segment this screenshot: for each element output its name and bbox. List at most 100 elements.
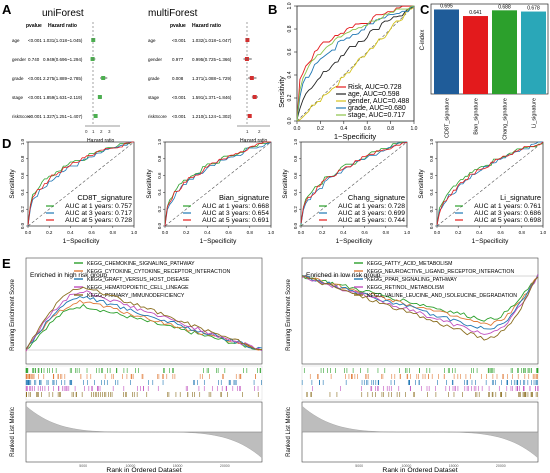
gsea-legend-label: KEGG_CHEMOKINE_SIGNALING_PATHWAY: [87, 261, 195, 267]
gsea-xlabel: Rank in Ordered Dataset: [382, 467, 457, 473]
uniforest-rows: age <0.001 1.031(1.018~1.045)gender 0.740 0.…: [12, 38, 108, 119]
roc-x-tick-label: 0.4: [340, 230, 347, 235]
roc-y-tick-label: 0.8: [293, 155, 298, 162]
gsea-legend-label: KEGG_PRIMARY_IMMUNODEFICIENCY: [87, 293, 185, 299]
roc-x-tick-label: 0.0: [25, 230, 32, 235]
roc-xlabel: 1−Specificity: [200, 238, 237, 245]
roc-x-tick-label: 0.8: [519, 230, 526, 235]
multiforest-xlabel: Hazard ratio: [240, 138, 267, 144]
gsea-legend-label: KEGG_CYTOKINE_CYTOKINE_RECEPTOR_INTERACT…: [87, 269, 231, 275]
roc-legend-label: AUC at 5 years: 0.728: [65, 217, 132, 224]
roc-diagonal: [164, 141, 272, 227]
panel-b-roc-curve: [296, 5, 415, 121]
roc-signature-name: Bian_signature: [219, 193, 269, 202]
roc-legend-label: AUC at 5 years: 0.744: [338, 217, 405, 224]
forest-pvalue: 0.008: [172, 76, 184, 81]
roc-y-tick-label: 0.6: [293, 172, 298, 179]
gsea-legend-label: KEGG_GRAFT_VERSUS_HOST_DISEASE: [87, 277, 190, 283]
uniforest-hr-header: Hazard ratio: [48, 23, 77, 29]
panel-b-roc-curve: [296, 5, 415, 120]
gsea-es-frame: [25, 257, 263, 365]
uniforest-tick-3: 3: [108, 129, 111, 134]
gsea-es-ylabel: Running Enrichment Score: [10, 278, 16, 350]
roc-xlabel: 1−Specificity: [472, 238, 509, 245]
roc-diagonal: [436, 141, 544, 227]
forest-estimate-marker: [93, 114, 98, 118]
panel-b-x-tick-label: 1.0: [411, 126, 418, 132]
roc-curve: [436, 141, 544, 226]
forest-variable-label: riskScore: [12, 114, 31, 119]
panel-b-y-tick-label: 1.0: [287, 2, 293, 9]
roc-y-tick-label: 1.0: [157, 138, 162, 145]
roc-x-tick-label: 0.6: [225, 230, 232, 235]
panel-c-plot-frame: [430, 3, 549, 95]
roc-signature-name: Li_signature: [500, 193, 541, 202]
gsea-low-risk: Running Enrichment Score Enriched in low …: [286, 257, 539, 473]
panel-b-y-tick-label: 0.6: [287, 48, 293, 55]
gsea-legend-label: KEGG_NEUROACTIVE_LIGAND_RECEPTOR_INTERAC…: [367, 269, 514, 275]
roc-ylabel: Sensitivity: [146, 169, 153, 199]
gsea-rank-tick-label: 15000: [449, 464, 459, 468]
forest-pvalue: <0.001: [28, 38, 42, 43]
forest-pvalue: <0.001: [28, 114, 42, 119]
gsea-es-curve: [25, 290, 263, 352]
uniforest-plot: uniForest pvalue Hazard ratio age <0.001 1…: [12, 8, 120, 144]
roc-xlabel: 1−Specificity: [63, 238, 100, 245]
gsea-high-risk: Running Enrichment Score Enriched in high…: [10, 257, 263, 473]
gsea-es-curve: [25, 295, 263, 350]
panel-c-category-label: CD8T_signature: [445, 98, 451, 138]
roc-x-tick-label: 0.6: [88, 230, 95, 235]
roc-y-tick-label: 0.2: [20, 206, 25, 213]
panel-e-letter: E: [2, 256, 11, 271]
gsea-group-label: Enriched in low risk group: [306, 272, 381, 279]
roc-legend-label: AUC at 3 years: 0.654: [202, 210, 269, 217]
panel-c-bar: [463, 16, 488, 94]
gsea-legend-label: KEGG_RETINOL_METABOLISM: [367, 285, 444, 291]
panel-d-roc-grid: Sensitivity 0.0 0.2 0.4 0.6 0.8 1.0 0.0 0.2 0.4 0.…: [9, 138, 547, 245]
roc-y-tick-label: 0.2: [157, 206, 162, 213]
roc-x-tick-label: 0.2: [319, 230, 326, 235]
forest-estimate-marker: [245, 38, 250, 42]
panel-c-bar-value: 0.688: [498, 4, 511, 10]
roc-plot-frame: [300, 141, 408, 227]
gsea-group-label: Enriched in high risk group: [30, 272, 107, 279]
panel-b-xlabel: 1−Specificity: [334, 132, 377, 141]
panel-c: C C-index 0.695 CD8T_signature 0.641 Bian_s…: [420, 2, 549, 140]
gsea-hits-frame: [301, 365, 539, 401]
forest-variable-label: stage: [148, 95, 160, 100]
forest-estimate-marker: [90, 57, 95, 61]
forest-pvalue: 0.740: [28, 57, 40, 62]
panel-b-y-tick-label: 0.8: [287, 25, 293, 32]
panel-b-roc-curve: [296, 5, 415, 122]
roc-y-tick-label: 0.2: [293, 206, 298, 213]
gsea-legend-label: KEGG_VALINE_LEUCINE_AND_ISOLEUCINE_DEGRA…: [367, 293, 517, 299]
multiforest-plot: multiForest pvalue Hazard ratio age <0.00…: [148, 8, 270, 144]
roc-y-tick-label: 0.6: [20, 172, 25, 179]
gsea-rank-tick-label: 15000: [173, 464, 183, 468]
roc-diagonal: [300, 141, 408, 227]
forest-hr-text: 1.210(1.124~1.302): [192, 114, 232, 119]
roc-plot-frame: [436, 141, 544, 227]
forest-estimate-marker: [252, 95, 257, 99]
roc-plot-frame: [164, 141, 272, 227]
roc-legend-label: AUC at 3 years: 0.699: [338, 210, 405, 217]
gsea-es-curve: [25, 299, 263, 352]
forest-hr-text: 1.031(1.018~1.045): [43, 38, 83, 43]
panel-c-category-label: Li_signature: [532, 98, 538, 128]
gsea-es-curve: [301, 274, 539, 335]
roc-y-tick-label: 0.6: [157, 172, 162, 179]
roc-curve: [27, 141, 134, 226]
roc-curve: [164, 141, 271, 227]
roc-curve: [300, 141, 408, 224]
roc-y-tick-label: 0.0: [157, 222, 162, 229]
panel-a-letter: A: [2, 2, 12, 17]
roc-x-tick-label: 0.6: [361, 230, 368, 235]
roc-y-tick-label: 1.0: [293, 138, 298, 145]
roc-ylabel: Sensitivity: [9, 169, 16, 199]
gsea-legend-label: KEGG_FATTY_ACID_METABOLISM: [367, 261, 452, 267]
forest-pvalue: <0.001: [28, 76, 42, 81]
roc-legend-label: AUC at 1 years: 0.728: [338, 203, 405, 210]
panel-c-category-label: Chang_signature: [503, 98, 509, 140]
roc-legend-label: AUC at 5 years: 0.691: [202, 217, 269, 224]
